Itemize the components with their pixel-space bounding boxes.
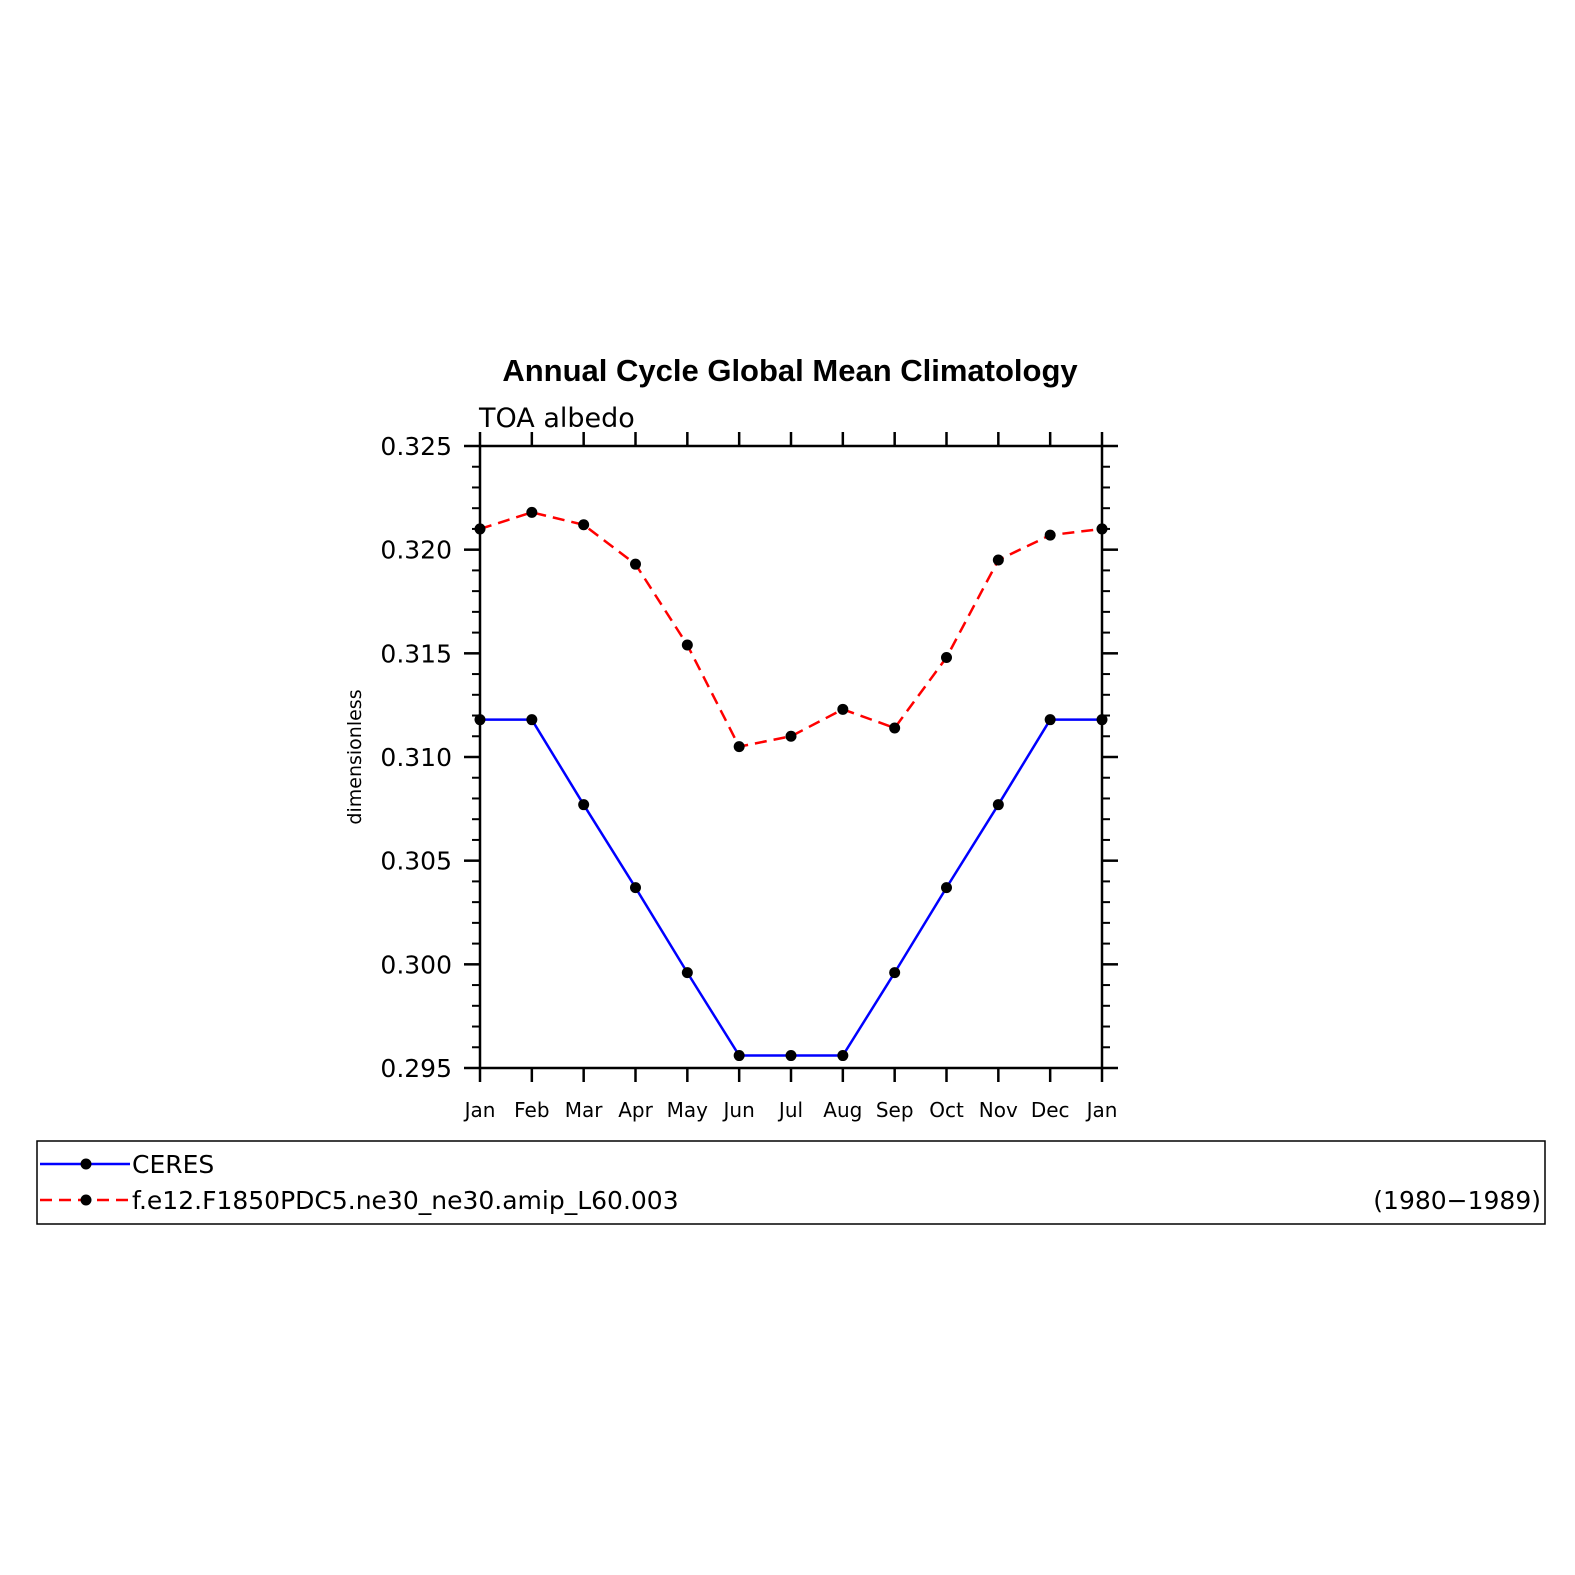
x-tick-label: Oct <box>929 1098 964 1122</box>
data-point <box>785 1050 797 1062</box>
data-point <box>992 554 1004 566</box>
data-point <box>785 730 797 742</box>
x-tick-label: Feb <box>514 1098 549 1122</box>
x-axis-ticks: Jan Feb Mar Apr May Jun Jul Aug Sep Oct Nov Dec Jan <box>463 432 1118 1122</box>
x-tick-label: Dec <box>1031 1098 1070 1122</box>
x-tick-label: Mar <box>565 1098 604 1122</box>
y-tick-label: 0.320 <box>380 536 452 565</box>
data-point <box>578 799 590 811</box>
y-tick-label: 0.305 <box>380 847 452 876</box>
x-tick-label: Apr <box>618 1098 653 1122</box>
data-point <box>1096 523 1108 535</box>
legend-label-1: CERES <box>132 1150 214 1179</box>
data-point <box>941 651 952 663</box>
x-tick-label: Jan <box>463 1098 496 1122</box>
legend-period-note: (1980−1989) <box>1373 1186 1541 1215</box>
x-tick-label: Jun <box>722 1098 755 1122</box>
y-axis-ticks: 0.295 0.300 0.305 0.310 0.315 0.320 0.325 <box>380 432 1118 1083</box>
series-points <box>474 506 1108 1062</box>
data-point <box>1044 529 1056 541</box>
series-line-1 <box>480 718 1102 1057</box>
series-lines <box>479 511 1103 1057</box>
data-point <box>889 967 901 979</box>
data-point <box>630 558 641 570</box>
chart-subtitle: TOA albedo <box>478 403 635 434</box>
data-point <box>1044 714 1056 726</box>
x-tick-label: Aug <box>823 1098 862 1122</box>
data-point <box>526 714 538 726</box>
legend-marker-2 <box>80 1194 92 1206</box>
data-point <box>992 799 1004 811</box>
legend: CERES f.e12.F1850PDC5.ne30_ne30.amip_L60.… <box>40 1150 1541 1215</box>
y-tick-label: 0.300 <box>380 950 452 979</box>
x-tick-label: Nov <box>979 1098 1018 1122</box>
data-point <box>681 967 693 979</box>
x-tick-label: Sep <box>876 1098 914 1122</box>
x-tick-label: Jan <box>1085 1098 1118 1122</box>
data-point <box>733 1050 745 1062</box>
x-tick-label: May <box>667 1098 709 1122</box>
data-point <box>941 882 952 894</box>
x-tick-label: Jul <box>777 1098 803 1122</box>
data-point <box>733 741 745 753</box>
chart-title: Annual Cycle Global Mean Climatology <box>502 353 1078 388</box>
legend-marker-1 <box>80 1158 92 1170</box>
legend-box <box>36 1140 1546 1225</box>
data-point <box>526 506 538 518</box>
data-point <box>474 523 486 535</box>
data-point <box>889 722 901 734</box>
series-line-2 <box>479 511 1103 749</box>
y-tick-label: 0.310 <box>380 743 452 772</box>
y-tick-label: 0.295 <box>380 1054 452 1083</box>
data-point <box>837 1050 849 1062</box>
data-point <box>1096 714 1108 726</box>
data-point <box>578 519 590 531</box>
data-point <box>474 714 486 726</box>
y-tick-label: 0.315 <box>380 639 452 668</box>
data-point <box>630 882 641 894</box>
legend-label-2: f.e12.F1850PDC5.ne30_ne30.amip_L60.003 <box>132 1186 679 1215</box>
y-axis-label: dimensionless <box>344 689 366 824</box>
data-point <box>837 703 849 715</box>
data-point <box>681 639 693 651</box>
plot-frame <box>478 444 1104 1070</box>
y-tick-label: 0.325 <box>380 432 452 461</box>
